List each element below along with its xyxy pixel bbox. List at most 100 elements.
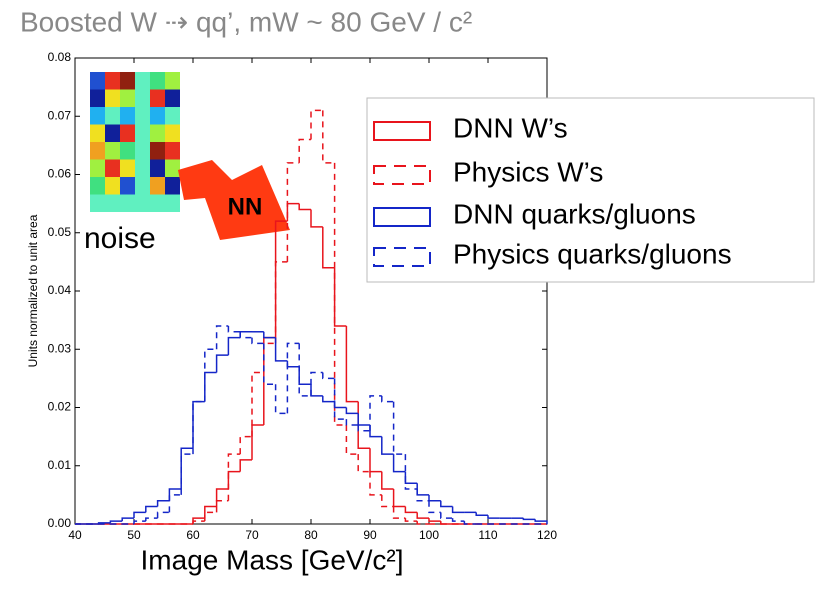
x-axis-label: Image Mass [GeV/c²] bbox=[141, 544, 404, 575]
noise-cell bbox=[90, 177, 105, 195]
histogram-step bbox=[369, 424, 382, 438]
plot-area: 40 50 60 70 80 90 100 110 120 0.00 0.01 0.02 0.03 0.0… bbox=[48, 50, 558, 542]
histogram-step bbox=[215, 354, 229, 373]
noise-cell bbox=[165, 142, 180, 160]
histogram-step bbox=[522, 518, 536, 521]
histogram-step bbox=[156, 499, 170, 507]
legend-swatch bbox=[373, 207, 431, 227]
histogram-step bbox=[416, 489, 429, 502]
noise-cell bbox=[150, 124, 165, 142]
histogram-step bbox=[381, 471, 394, 490]
histogram-step bbox=[274, 220, 288, 338]
histogram-step bbox=[369, 471, 382, 496]
histogram-step bbox=[333, 378, 347, 420]
noise-cell bbox=[135, 142, 150, 160]
noise-cell bbox=[165, 89, 180, 107]
noise-cell bbox=[150, 72, 165, 90]
histogram-step bbox=[286, 202, 300, 222]
histogram-step bbox=[322, 372, 335, 380]
x-tick-label: 120 bbox=[537, 528, 557, 542]
histogram-step bbox=[333, 267, 347, 327]
legend-label: Physics W’s bbox=[453, 156, 603, 187]
noise-cell bbox=[150, 107, 165, 125]
noise-cell bbox=[165, 124, 180, 142]
legend-swatch bbox=[373, 165, 431, 185]
histogram-step bbox=[192, 400, 205, 455]
histogram-step bbox=[357, 413, 370, 426]
noise-cell bbox=[150, 177, 165, 195]
histogram-step bbox=[392, 489, 406, 508]
noise-cell bbox=[135, 72, 150, 90]
histogram bbox=[75, 331, 548, 525]
histogram-step bbox=[145, 517, 158, 522]
noise-cell bbox=[165, 177, 180, 195]
histogram-step bbox=[133, 520, 146, 524]
histogram-step bbox=[239, 459, 252, 472]
histogram-step bbox=[263, 342, 276, 373]
noise-cell bbox=[105, 124, 120, 142]
histogram-step bbox=[440, 512, 453, 519]
histogram-step bbox=[286, 342, 300, 414]
histogram-step bbox=[345, 407, 359, 415]
noise-cell bbox=[150, 142, 165, 160]
histogram-step bbox=[204, 371, 217, 402]
histogram-step bbox=[121, 517, 134, 522]
histogram-step bbox=[204, 505, 217, 519]
legend-label: DNN W’s bbox=[453, 112, 568, 143]
histogram-step bbox=[357, 424, 370, 432]
histogram-step bbox=[180, 447, 193, 490]
y-tick-label: 0.06 bbox=[48, 167, 72, 181]
x-tick-label: 100 bbox=[419, 528, 439, 542]
histogram-step bbox=[192, 520, 205, 524]
noise-cell bbox=[135, 107, 150, 125]
noise-cell bbox=[120, 194, 135, 212]
noise-cell bbox=[90, 159, 105, 177]
noise-cell bbox=[120, 89, 135, 107]
histogram-step bbox=[322, 110, 335, 164]
histogram-step bbox=[428, 494, 441, 502]
noise-cell bbox=[90, 142, 105, 160]
histogram-step bbox=[345, 325, 359, 403]
y-tick-label: 0.04 bbox=[48, 283, 72, 297]
histogram-step bbox=[215, 325, 229, 350]
histogram bbox=[75, 325, 547, 525]
histogram-step bbox=[286, 162, 300, 262]
histogram-step bbox=[428, 518, 441, 522]
noise-image bbox=[90, 72, 180, 212]
histogram-step bbox=[310, 384, 323, 397]
histogram-step bbox=[239, 435, 252, 455]
histogram-step bbox=[239, 331, 252, 339]
noise-cell bbox=[150, 89, 165, 107]
histogram-step bbox=[298, 138, 311, 163]
histogram-step bbox=[310, 209, 323, 228]
noise-cell bbox=[135, 177, 150, 195]
noise-cell bbox=[120, 72, 135, 90]
histogram-step bbox=[204, 348, 217, 402]
noise-cell bbox=[165, 72, 180, 90]
histogram-step bbox=[251, 337, 264, 345]
noise-cell bbox=[120, 177, 135, 195]
noise-cell bbox=[105, 142, 120, 160]
chart-title: Boosted W ⇢ qq’, mW ~ 80 GeV / c² bbox=[20, 6, 472, 37]
histogram-step bbox=[298, 203, 311, 211]
histogram-step bbox=[345, 424, 359, 455]
histogram-step bbox=[180, 453, 193, 495]
noise-cell bbox=[120, 107, 135, 125]
histogram-step bbox=[381, 494, 394, 508]
x-tick-label: 70 bbox=[245, 528, 259, 542]
histogram-step bbox=[333, 162, 347, 426]
histogram-step bbox=[322, 226, 335, 269]
arrow bbox=[178, 160, 290, 240]
histogram-step bbox=[392, 454, 406, 473]
y-tick-label: 0.01 bbox=[48, 458, 72, 472]
noise-cell bbox=[135, 194, 150, 212]
noise-cell bbox=[165, 159, 180, 177]
histogram-step bbox=[156, 511, 170, 519]
y-tick-label: 0.05 bbox=[48, 225, 72, 239]
legend-swatch bbox=[373, 247, 431, 267]
histogram-step bbox=[404, 518, 418, 522]
histogram-step bbox=[381, 395, 394, 403]
x-tick-label: 80 bbox=[304, 528, 318, 542]
noise-cell bbox=[105, 72, 120, 90]
